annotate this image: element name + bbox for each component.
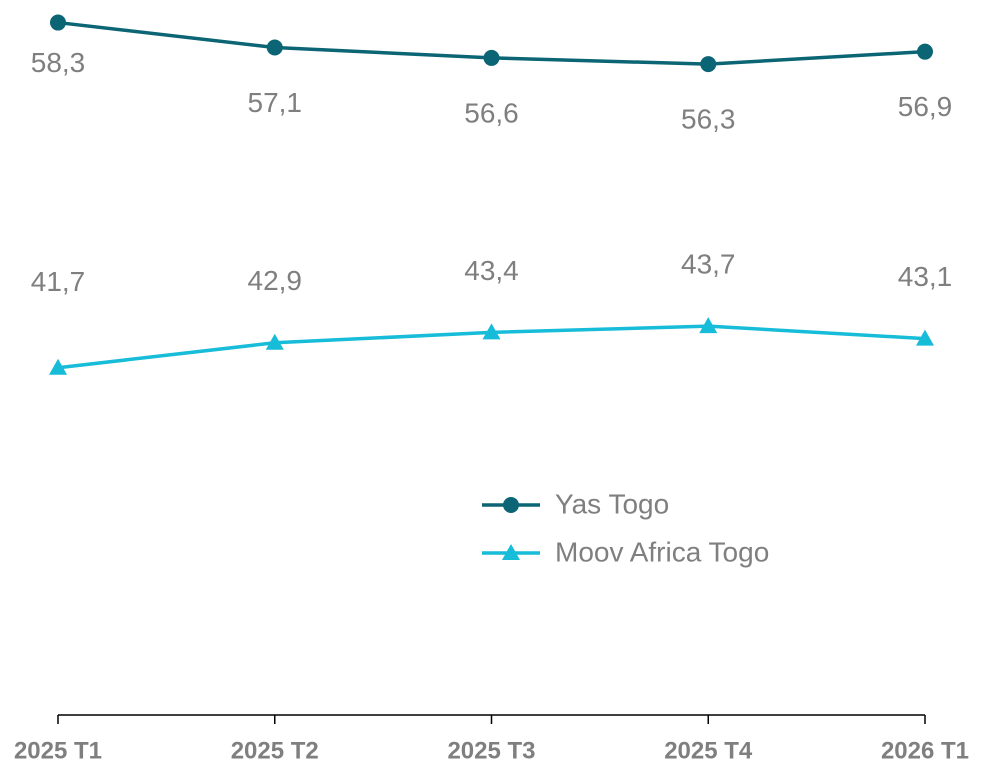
data-point [917, 43, 933, 60]
data-label: 43,4 [464, 255, 519, 286]
x-tick-label: 2025 T2 [231, 737, 319, 764]
data-label: 56,3 [681, 104, 736, 135]
legend-marker [503, 497, 519, 513]
data-label: 58,3 [31, 47, 86, 78]
x-tick-label: 2025 T1 [14, 737, 102, 764]
x-tick-label: 2025 T3 [447, 737, 535, 764]
data-point [49, 358, 67, 375]
data-point [482, 323, 501, 340]
data-point [916, 329, 934, 346]
data-label: 43,1 [898, 261, 953, 292]
data-point [483, 49, 500, 66]
data-point [699, 317, 718, 334]
data-point [265, 333, 284, 350]
legend-label: Moov Africa Togo [555, 536, 769, 567]
data-label: 56,9 [898, 91, 953, 122]
data-label: 43,7 [681, 249, 736, 280]
data-point [266, 39, 283, 56]
legend-marker [502, 544, 520, 560]
x-tick-label: 2026 T1 [881, 737, 969, 764]
data-label: 56,6 [464, 97, 519, 128]
x-tick-label: 2025 T4 [664, 737, 753, 764]
data-point [700, 56, 717, 73]
data-label: 41,7 [31, 266, 86, 297]
data-label: 42,9 [248, 265, 303, 296]
legend-label: Yas Togo [555, 488, 669, 519]
data-label: 57,1 [248, 87, 303, 118]
data-point [50, 14, 66, 31]
